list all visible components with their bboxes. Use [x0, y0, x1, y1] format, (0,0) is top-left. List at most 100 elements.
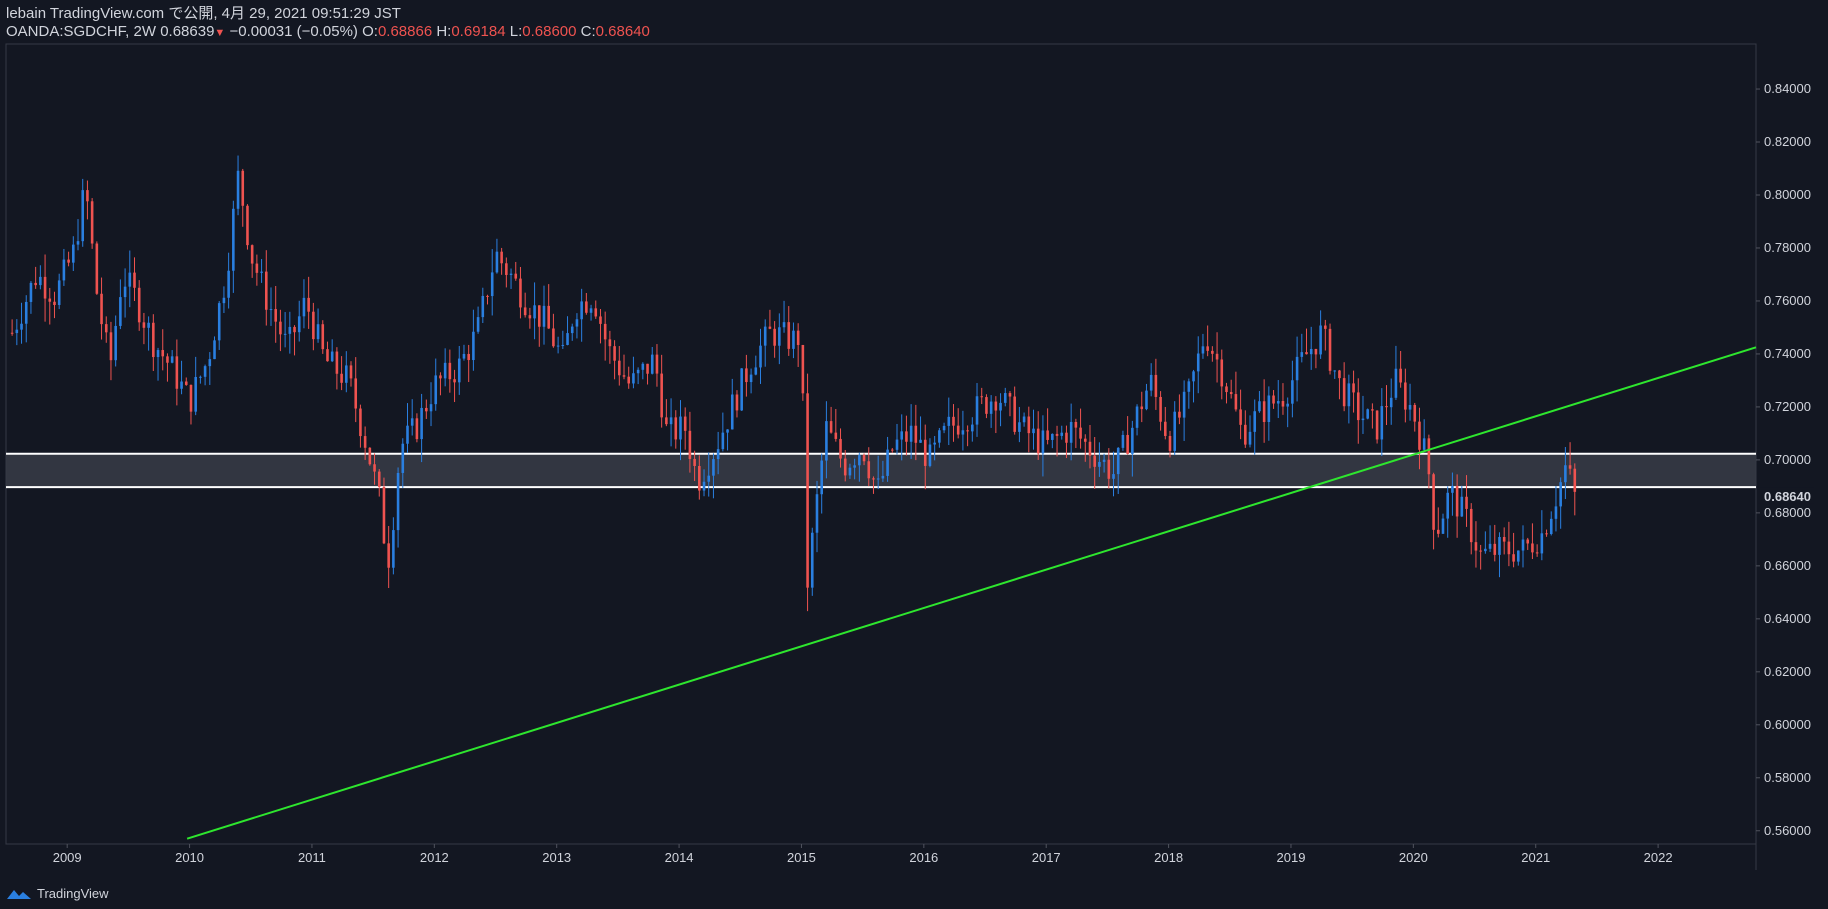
candle-body — [283, 333, 287, 335]
candle-body — [1065, 432, 1068, 443]
x-tick-label: 2009 — [53, 850, 82, 865]
publish-info: lebain TradingView.com で公開, 4月 29, 2021 … — [6, 5, 401, 22]
candle-body — [834, 432, 838, 439]
support-resistance-zone[interactable] — [6, 453, 1756, 488]
candle-body — [1107, 459, 1111, 479]
candle-body — [768, 326, 772, 329]
candle-body — [208, 359, 212, 367]
candle-body — [406, 425, 409, 444]
candle-body — [439, 375, 442, 379]
candle-body — [985, 397, 988, 414]
candle-body — [246, 205, 249, 246]
candle-body — [655, 354, 659, 374]
candle-body — [340, 373, 343, 383]
candle-body — [1272, 395, 1275, 404]
candle-body — [1573, 468, 1577, 492]
candle-body — [1286, 403, 1289, 407]
candle-body — [1488, 543, 1492, 549]
candle-body — [660, 373, 663, 418]
candle-body — [1093, 455, 1096, 467]
current-price-tag — [1758, 487, 1814, 504]
candle-body — [260, 271, 263, 273]
candle-body — [1173, 411, 1177, 451]
candle-body — [956, 425, 960, 435]
candle-body — [1366, 409, 1369, 419]
candle-body — [519, 278, 522, 308]
candle-body — [1102, 459, 1106, 462]
candle-body — [726, 429, 729, 433]
candle-body — [1140, 406, 1144, 410]
x-tick-label: 2014 — [665, 850, 694, 865]
candle-body — [486, 295, 489, 297]
candle-body — [674, 417, 678, 440]
candle-body — [1502, 536, 1506, 542]
candle-body — [735, 394, 739, 411]
candle-body — [76, 241, 80, 245]
candle-body — [853, 465, 856, 468]
candle-body — [636, 369, 640, 374]
candle-body — [1060, 432, 1064, 436]
candle-body — [368, 447, 372, 465]
candle-body — [858, 455, 861, 466]
candle-body — [476, 317, 480, 332]
candle-body — [142, 322, 146, 328]
candle-body — [453, 379, 456, 383]
candle-body — [29, 282, 33, 302]
candle-body — [53, 301, 56, 305]
candle-body — [363, 436, 367, 448]
candle-body — [152, 322, 155, 358]
y-tick-label: 0.72000 — [1764, 399, 1811, 414]
candle-body — [1413, 404, 1417, 422]
candle-body — [1319, 325, 1322, 355]
candle-body — [1309, 348, 1313, 355]
tradingview-logo-icon[interactable] — [6, 887, 32, 901]
current-price-label: 0.68640 — [1764, 489, 1811, 504]
candle-body — [1432, 474, 1435, 530]
candle-body — [1074, 421, 1078, 428]
candle-body — [222, 297, 226, 304]
candle-body — [34, 282, 37, 286]
candle-body — [1281, 401, 1285, 407]
candle-body — [448, 362, 452, 380]
candle-body — [1032, 428, 1035, 434]
tradingview-brand[interactable]: TradingView — [37, 886, 109, 901]
candle-body — [1549, 518, 1553, 534]
candle-body — [1182, 391, 1186, 418]
candle-body — [876, 478, 880, 480]
y-tick-label: 0.84000 — [1764, 81, 1811, 96]
candle-body — [1295, 356, 1299, 381]
candle-body — [166, 356, 169, 363]
candle-body — [919, 439, 922, 443]
candle-body — [302, 297, 306, 317]
candle-body — [1451, 485, 1454, 493]
candle-body — [1371, 409, 1374, 411]
candle-body — [1088, 441, 1092, 456]
candle-body — [618, 360, 621, 376]
candle-body — [749, 374, 753, 383]
trendline[interactable] — [186, 346, 1757, 840]
candle-body — [1352, 383, 1355, 393]
candle-body — [542, 305, 546, 327]
x-tick-label: 2016 — [909, 850, 938, 865]
low-value: 0.68600 — [522, 23, 577, 40]
candle-body — [547, 305, 550, 329]
candle-body — [1380, 406, 1384, 440]
footer: TradingView — [6, 886, 109, 901]
candle-body — [693, 458, 696, 466]
candle-body — [1215, 353, 1219, 360]
candle-body — [514, 273, 518, 279]
candle-body — [820, 460, 823, 495]
candle-body — [594, 308, 598, 317]
candle-body — [387, 543, 390, 568]
candle-body — [495, 251, 499, 273]
candle-body — [288, 326, 292, 334]
candle-body — [947, 416, 951, 426]
candle-body — [293, 326, 296, 333]
candle-body — [199, 376, 202, 378]
candle-body — [1051, 433, 1054, 440]
candle-body — [255, 263, 259, 273]
candle-body — [1455, 485, 1459, 517]
candle-body — [523, 307, 527, 316]
candle-body — [632, 373, 635, 384]
